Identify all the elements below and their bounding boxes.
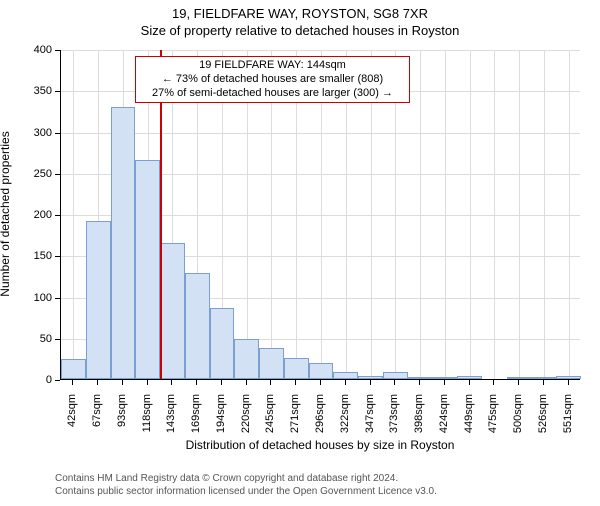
y-tick-label: 200 [22,209,52,221]
x-tick-mark [345,380,346,385]
chart-title-address: 19, FIELDFARE WAY, ROYSTON, SG8 7XR [0,6,600,21]
x-tick-label: 347sqm [364,394,376,444]
histogram-bar [358,376,383,379]
x-tick-mark [171,380,172,385]
histogram-bar [531,377,556,379]
y-tick-mark [55,133,60,134]
y-tick-label: 350 [22,85,52,97]
histogram-bar [234,339,259,379]
gridline-vertical [445,50,446,379]
gridline-vertical [519,50,520,379]
y-tick-label: 100 [22,292,52,304]
histogram-bar [408,377,433,379]
annotation-line2: ← 73% of detached houses are smaller (80… [140,73,405,87]
histogram-bar [309,363,334,380]
x-tick-label: 296sqm [314,394,326,444]
y-tick-mark [55,298,60,299]
x-tick-mark [246,380,247,385]
y-tick-mark [55,50,60,51]
y-tick-label: 150 [22,250,52,262]
histogram-bar [111,107,136,379]
gridline-vertical [494,50,495,379]
annotation-line3: 27% of semi-detached houses are larger (… [140,87,405,101]
gridline-vertical [569,50,570,379]
x-tick-label: 220sqm [240,394,252,444]
x-tick-label: 526sqm [537,394,549,444]
chart-container: 19, FIELDFARE WAY, ROYSTON, SG8 7XR Size… [0,6,600,506]
x-tick-mark [221,380,222,385]
y-tick-mark [55,256,60,257]
y-tick-mark [55,91,60,92]
histogram-bar [259,348,284,379]
x-tick-label: 169sqm [190,394,202,444]
x-tick-mark [518,380,519,385]
histogram-bar [61,359,86,379]
x-tick-label: 93sqm [116,394,128,444]
histogram-bar [160,243,185,379]
x-tick-mark [394,380,395,385]
x-tick-mark [122,380,123,385]
x-tick-mark [568,380,569,385]
x-tick-label: 271sqm [289,394,301,444]
x-tick-label: 245sqm [264,394,276,444]
x-tick-label: 551sqm [562,394,574,444]
x-tick-mark [196,380,197,385]
x-tick-label: 67sqm [91,394,103,444]
histogram-bar [284,358,309,379]
y-tick-mark [55,380,60,381]
x-tick-mark [493,380,494,385]
x-tick-mark [444,380,445,385]
histogram-bar [457,376,482,379]
histogram-bar [432,377,457,379]
histogram-bar [185,273,210,379]
x-tick-mark [543,380,544,385]
y-tick-label: 250 [22,168,52,180]
y-tick-label: 400 [22,44,52,56]
footer-line2: Contains public sector information licen… [55,486,437,497]
histogram-bar [383,372,408,379]
histogram-bar [333,372,358,379]
x-tick-label: 42sqm [66,394,78,444]
x-tick-mark [270,380,271,385]
x-tick-label: 118sqm [141,394,153,444]
histogram-bar [86,221,111,379]
x-tick-label: 449sqm [463,394,475,444]
y-axis-title: Number of detached properties [0,124,12,304]
gridline-vertical [420,50,421,379]
footer-line1: Contains HM Land Registry data © Crown c… [55,473,398,484]
x-tick-label: 322sqm [339,394,351,444]
x-tick-label: 424sqm [438,394,450,444]
x-tick-mark [320,380,321,385]
histogram-bar [135,160,160,379]
x-tick-mark [370,380,371,385]
x-tick-mark [295,380,296,385]
histogram-bar [556,376,581,379]
x-tick-label: 194sqm [215,394,227,444]
gridline-vertical [544,50,545,379]
x-tick-mark [469,380,470,385]
gridline-vertical [470,50,471,379]
x-tick-label: 373sqm [388,394,400,444]
annotation-box: 19 FIELDFARE WAY: 144sqm ← 73% of detach… [135,56,410,103]
x-tick-label: 143sqm [165,394,177,444]
chart-subtitle: Size of property relative to detached ho… [0,23,600,38]
gridline-vertical [73,50,74,379]
y-tick-mark [55,215,60,216]
x-tick-mark [419,380,420,385]
histogram-bar [210,308,235,379]
x-tick-label: 500sqm [512,394,524,444]
annotation-line1: 19 FIELDFARE WAY: 144sqm [140,59,405,73]
y-tick-label: 300 [22,127,52,139]
x-tick-mark [72,380,73,385]
x-tick-mark [147,380,148,385]
x-tick-label: 398sqm [413,394,425,444]
y-tick-label: 50 [22,333,52,345]
histogram-bar [507,377,532,379]
y-tick-label: 0 [22,374,52,386]
x-tick-mark [97,380,98,385]
x-tick-label: 475sqm [487,394,499,444]
y-tick-mark [55,339,60,340]
y-tick-mark [55,174,60,175]
